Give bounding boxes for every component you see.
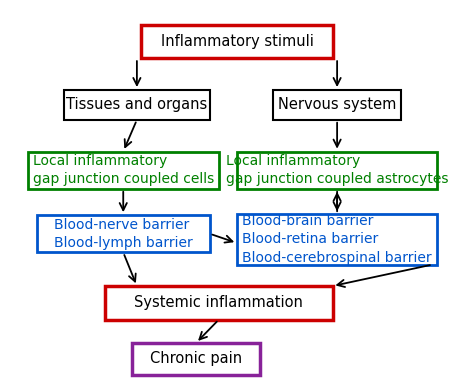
Text: Tissues and organs: Tissues and organs <box>66 97 208 112</box>
FancyBboxPatch shape <box>141 25 333 58</box>
Text: Local inflammatory
gap junction coupled cells: Local inflammatory gap junction coupled … <box>33 154 214 186</box>
Text: Inflammatory stimuli: Inflammatory stimuli <box>161 34 313 49</box>
Text: Blood-nerve barrier
Blood-lymph barrier: Blood-nerve barrier Blood-lymph barrier <box>54 217 192 250</box>
FancyBboxPatch shape <box>27 152 219 189</box>
FancyBboxPatch shape <box>132 343 260 375</box>
Text: Chronic pain: Chronic pain <box>150 351 242 366</box>
FancyBboxPatch shape <box>237 152 437 189</box>
Text: Nervous system: Nervous system <box>278 97 396 112</box>
FancyBboxPatch shape <box>273 90 401 120</box>
Text: Systemic inflammation: Systemic inflammation <box>134 295 303 310</box>
FancyBboxPatch shape <box>237 214 437 265</box>
FancyBboxPatch shape <box>64 90 210 120</box>
Text: Blood-brain barrier
Blood-retina barrier
Blood-cerebrospinal barrier: Blood-brain barrier Blood-retina barrier… <box>242 214 432 265</box>
FancyBboxPatch shape <box>37 215 210 252</box>
Text: Local inflammatory
gap junction coupled astrocytes: Local inflammatory gap junction coupled … <box>226 154 448 186</box>
FancyBboxPatch shape <box>105 286 333 320</box>
